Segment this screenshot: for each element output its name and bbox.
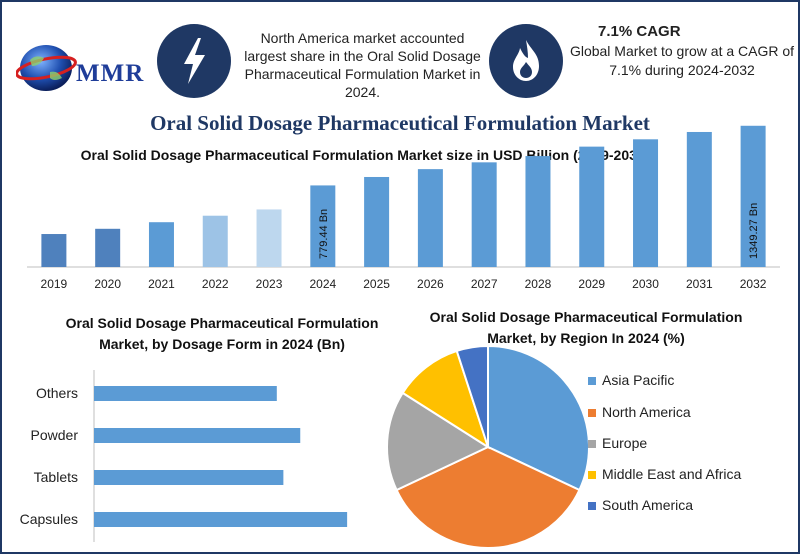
bar-2031 — [686, 131, 712, 267]
x-tick-label: 2025 — [363, 277, 390, 291]
legend-item: North America — [588, 404, 691, 420]
bar-2021 — [148, 222, 174, 267]
pie-slice-south-america — [455, 344, 489, 448]
x-tick-label: 2030 — [632, 277, 659, 291]
x-tick-label: 2031 — [686, 277, 713, 291]
legend-label: South America — [602, 497, 694, 513]
pie-slice-europe — [386, 391, 491, 492]
pie-slice-north-america — [395, 445, 581, 550]
legend-item: Middle East and Africa — [588, 466, 742, 482]
legend-item: Europe — [588, 435, 648, 451]
legend-swatch — [588, 409, 596, 417]
bar-2023 — [256, 209, 282, 267]
x-tick-label: 2019 — [41, 277, 68, 291]
bar-2028 — [525, 156, 551, 267]
dosage-form-bar-chart: Others Powder Tablets Capsules — [20, 370, 348, 542]
north-america-note: North America market accounted largest s… — [244, 30, 481, 100]
region-chart-title: Oral Solid Dosage Pharmaceutical Formula… — [429, 309, 743, 346]
category-label: Capsules — [20, 511, 78, 527]
legend-label: Europe — [602, 435, 648, 451]
legend-label: Middle East and Africa — [602, 466, 742, 482]
x-tick-label: 2024 — [309, 277, 336, 291]
legend-swatch — [588, 377, 596, 385]
x-tick-label: 2032 — [740, 277, 767, 291]
logo-text: MMR — [76, 60, 145, 87]
bar-tablets — [94, 470, 284, 485]
bar-2029 — [579, 146, 605, 267]
bar-2026 — [417, 169, 443, 267]
category-label: Powder — [31, 427, 79, 443]
bar-2019 — [41, 234, 67, 267]
legend-swatch — [588, 471, 596, 479]
cagr-title: 7.1% CAGR — [598, 23, 681, 40]
bar-2024 — [310, 185, 336, 267]
pie-slice-middle-east-and-africa — [401, 349, 490, 450]
x-tick-label: 2022 — [202, 277, 229, 291]
lightning-bolt-icon — [157, 24, 231, 98]
page-title: Oral Solid Dosage Pharmaceutical Formula… — [150, 111, 650, 135]
legend-swatch — [588, 502, 596, 510]
region-pie-chart — [386, 344, 590, 550]
x-tick-label: 2023 — [256, 277, 283, 291]
bar-2027 — [471, 162, 497, 267]
flame-icon — [489, 24, 563, 98]
dosage-chart-title: Oral Solid Dosage Pharmaceutical Formula… — [65, 315, 379, 352]
x-tick-label: 2020 — [94, 277, 121, 291]
x-tick-label: 2021 — [148, 277, 175, 291]
bar-others — [94, 386, 277, 401]
bar-2022 — [202, 215, 228, 267]
globe-icon — [16, 45, 77, 91]
bar-2020 — [95, 228, 121, 267]
bar-2030 — [633, 139, 659, 267]
category-label: Tablets — [34, 469, 78, 485]
x-tick-label: 2026 — [417, 277, 444, 291]
bar-2032 — [740, 125, 766, 268]
bar-chart-title: Oral Solid Dosage Pharmaceutical Formula… — [80, 147, 650, 163]
x-tick-label: 2029 — [578, 277, 605, 291]
category-label: Others — [36, 385, 78, 401]
legend-label: Asia Pacific — [602, 372, 675, 388]
cagr-description: Global Market to grow at a CAGR of 7.1% … — [569, 43, 795, 78]
legend-swatch — [588, 440, 596, 448]
data-label-2032: 1349.27 Bn — [748, 203, 760, 259]
bar-powder — [94, 428, 301, 443]
data-label-2024: 779.44 Bn — [318, 209, 330, 259]
x-tick-label: 2028 — [525, 277, 552, 291]
x-tick-label: 2027 — [471, 277, 498, 291]
bar-2025 — [364, 176, 390, 267]
market-size-bar-chart: 2019 2020 2021 2022 2023 2024 779.44 Bn 2025 202… — [27, 125, 780, 291]
legend-item: South America — [588, 497, 694, 513]
pie-slice-asia-pacific — [487, 344, 590, 492]
legend-item: Asia Pacific — [588, 372, 675, 388]
bar-capsules — [94, 512, 348, 527]
mmr-logo: MMR — [16, 32, 146, 102]
legend-label: North America — [602, 404, 691, 420]
